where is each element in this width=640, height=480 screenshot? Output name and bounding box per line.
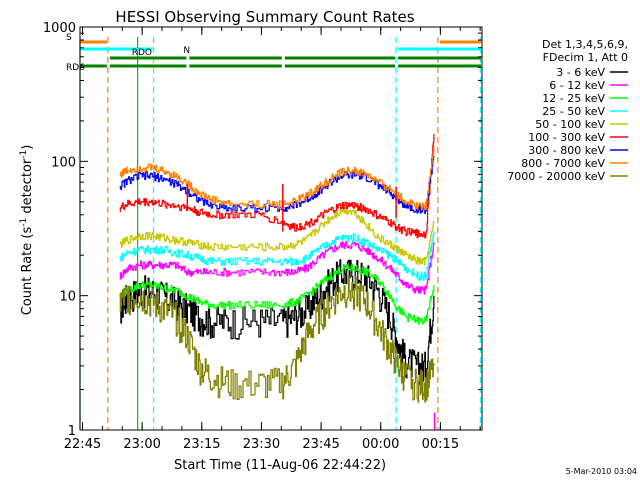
x-tick-label: 23:45 [302, 437, 339, 452]
y-axis-title-part: detector [20, 158, 35, 218]
x-tick-label: 00:00 [362, 437, 399, 452]
plot-area [79, 37, 482, 430]
y-axis-title-sup: -1 [19, 150, 29, 159]
x-tick-label: 23:00 [123, 437, 160, 452]
series-line [119, 146, 435, 211]
legend-label: 12 - 25 keV [542, 92, 605, 105]
flag-label: RD6 [66, 63, 85, 73]
y-tick-label: 10 [59, 290, 76, 305]
y-tick-label: 1 [68, 424, 76, 439]
legend-label: 100 - 300 keV [528, 131, 605, 144]
series-line [119, 275, 435, 403]
series-line [119, 231, 435, 281]
y-axis-title: Count Rate (s-1 detector-1) [19, 145, 35, 316]
x-tick-label: 00:15 [422, 437, 459, 452]
series-line [119, 206, 435, 266]
legend-label: 3 - 6 keV [556, 66, 605, 79]
legend-header-line-1: Det 1,3,4,5,6,9, [542, 38, 628, 51]
flag-label: RDO [132, 48, 152, 58]
legend-label: 6 - 12 keV [549, 79, 605, 92]
series-line [119, 240, 435, 295]
chart-title: HESSI Observing Summary Count Rates [115, 8, 414, 26]
flag-label: S [66, 33, 72, 43]
series-line [119, 263, 435, 325]
generated-timestamp: 5-Mar-2010 03:04 [566, 467, 637, 476]
y-tick-label: 1000 [43, 21, 76, 36]
x-tick-label: 22:45 [64, 437, 101, 452]
y-axis-title-part: ) [20, 145, 35, 150]
y-tick-label: 100 [51, 155, 76, 170]
flag-label: N [183, 46, 190, 56]
legend-header-line-2: FDecim 1, Att 0 [543, 51, 628, 64]
legend-label: 300 - 800 keV [528, 144, 605, 157]
legend-label: 800 - 7000 keV [521, 157, 605, 170]
y-axis-title-sup: -1 [19, 218, 29, 227]
x-axis-title: Start Time (11-Aug-06 22:44:22) [174, 458, 386, 473]
series-line [119, 259, 435, 386]
x-tick-label: 23:15 [183, 437, 220, 452]
legend-label: 50 - 100 keV [535, 118, 605, 131]
series-line [119, 133, 435, 239]
legend-label: 25 - 50 keV [542, 105, 605, 118]
y-axis-title-part: Count Rate (s [20, 227, 35, 316]
legend-label: 7000 - 20000 keV [507, 170, 605, 183]
x-tick-label: 23:30 [243, 437, 280, 452]
